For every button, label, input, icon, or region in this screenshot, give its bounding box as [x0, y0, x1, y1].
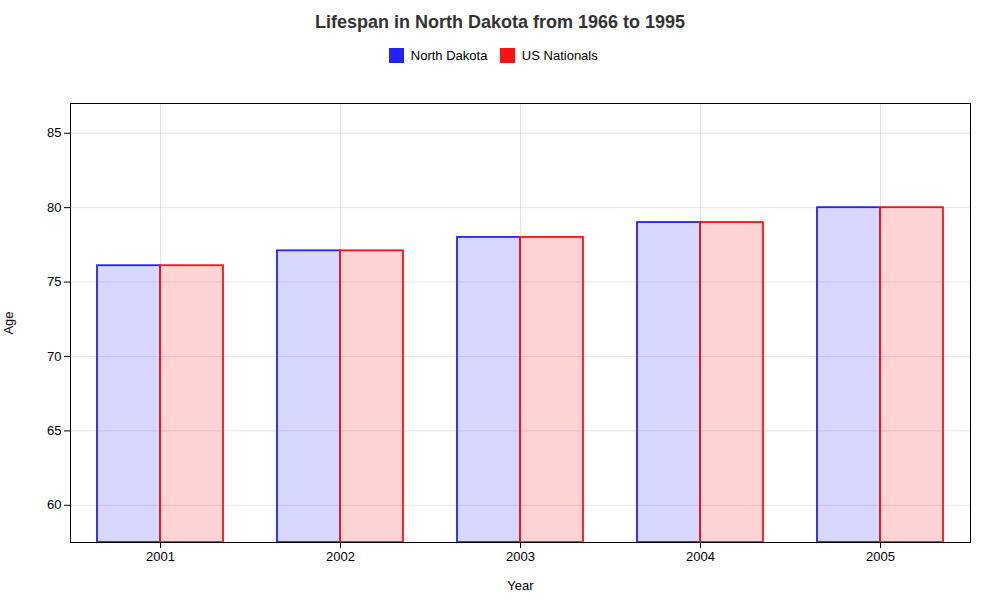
svg-text:Age: Age — [1, 311, 16, 334]
svg-text:2005: 2005 — [866, 548, 895, 563]
svg-text:2003: 2003 — [506, 548, 535, 563]
html-text:US Nationals: US Nationals — [521, 48, 598, 63]
svg-text:60: 60 — [47, 497, 61, 512]
svg-text:75: 75 — [47, 274, 61, 289]
svg-text:80: 80 — [47, 199, 61, 214]
svg-text:85: 85 — [47, 125, 61, 140]
svg-text:Year: Year — [507, 577, 534, 592]
html-text:North Dakota: North Dakota — [410, 48, 488, 63]
html-text:Lifespan in North Dakota from: Lifespan in North Dakota from 1966 to 19… — [314, 12, 685, 32]
svg-text:65: 65 — [47, 423, 61, 438]
svg-text:2004: 2004 — [686, 548, 715, 563]
svg-text:70: 70 — [47, 348, 61, 363]
svg-text:2001: 2001 — [146, 548, 175, 563]
svg-text:2002: 2002 — [326, 548, 355, 563]
